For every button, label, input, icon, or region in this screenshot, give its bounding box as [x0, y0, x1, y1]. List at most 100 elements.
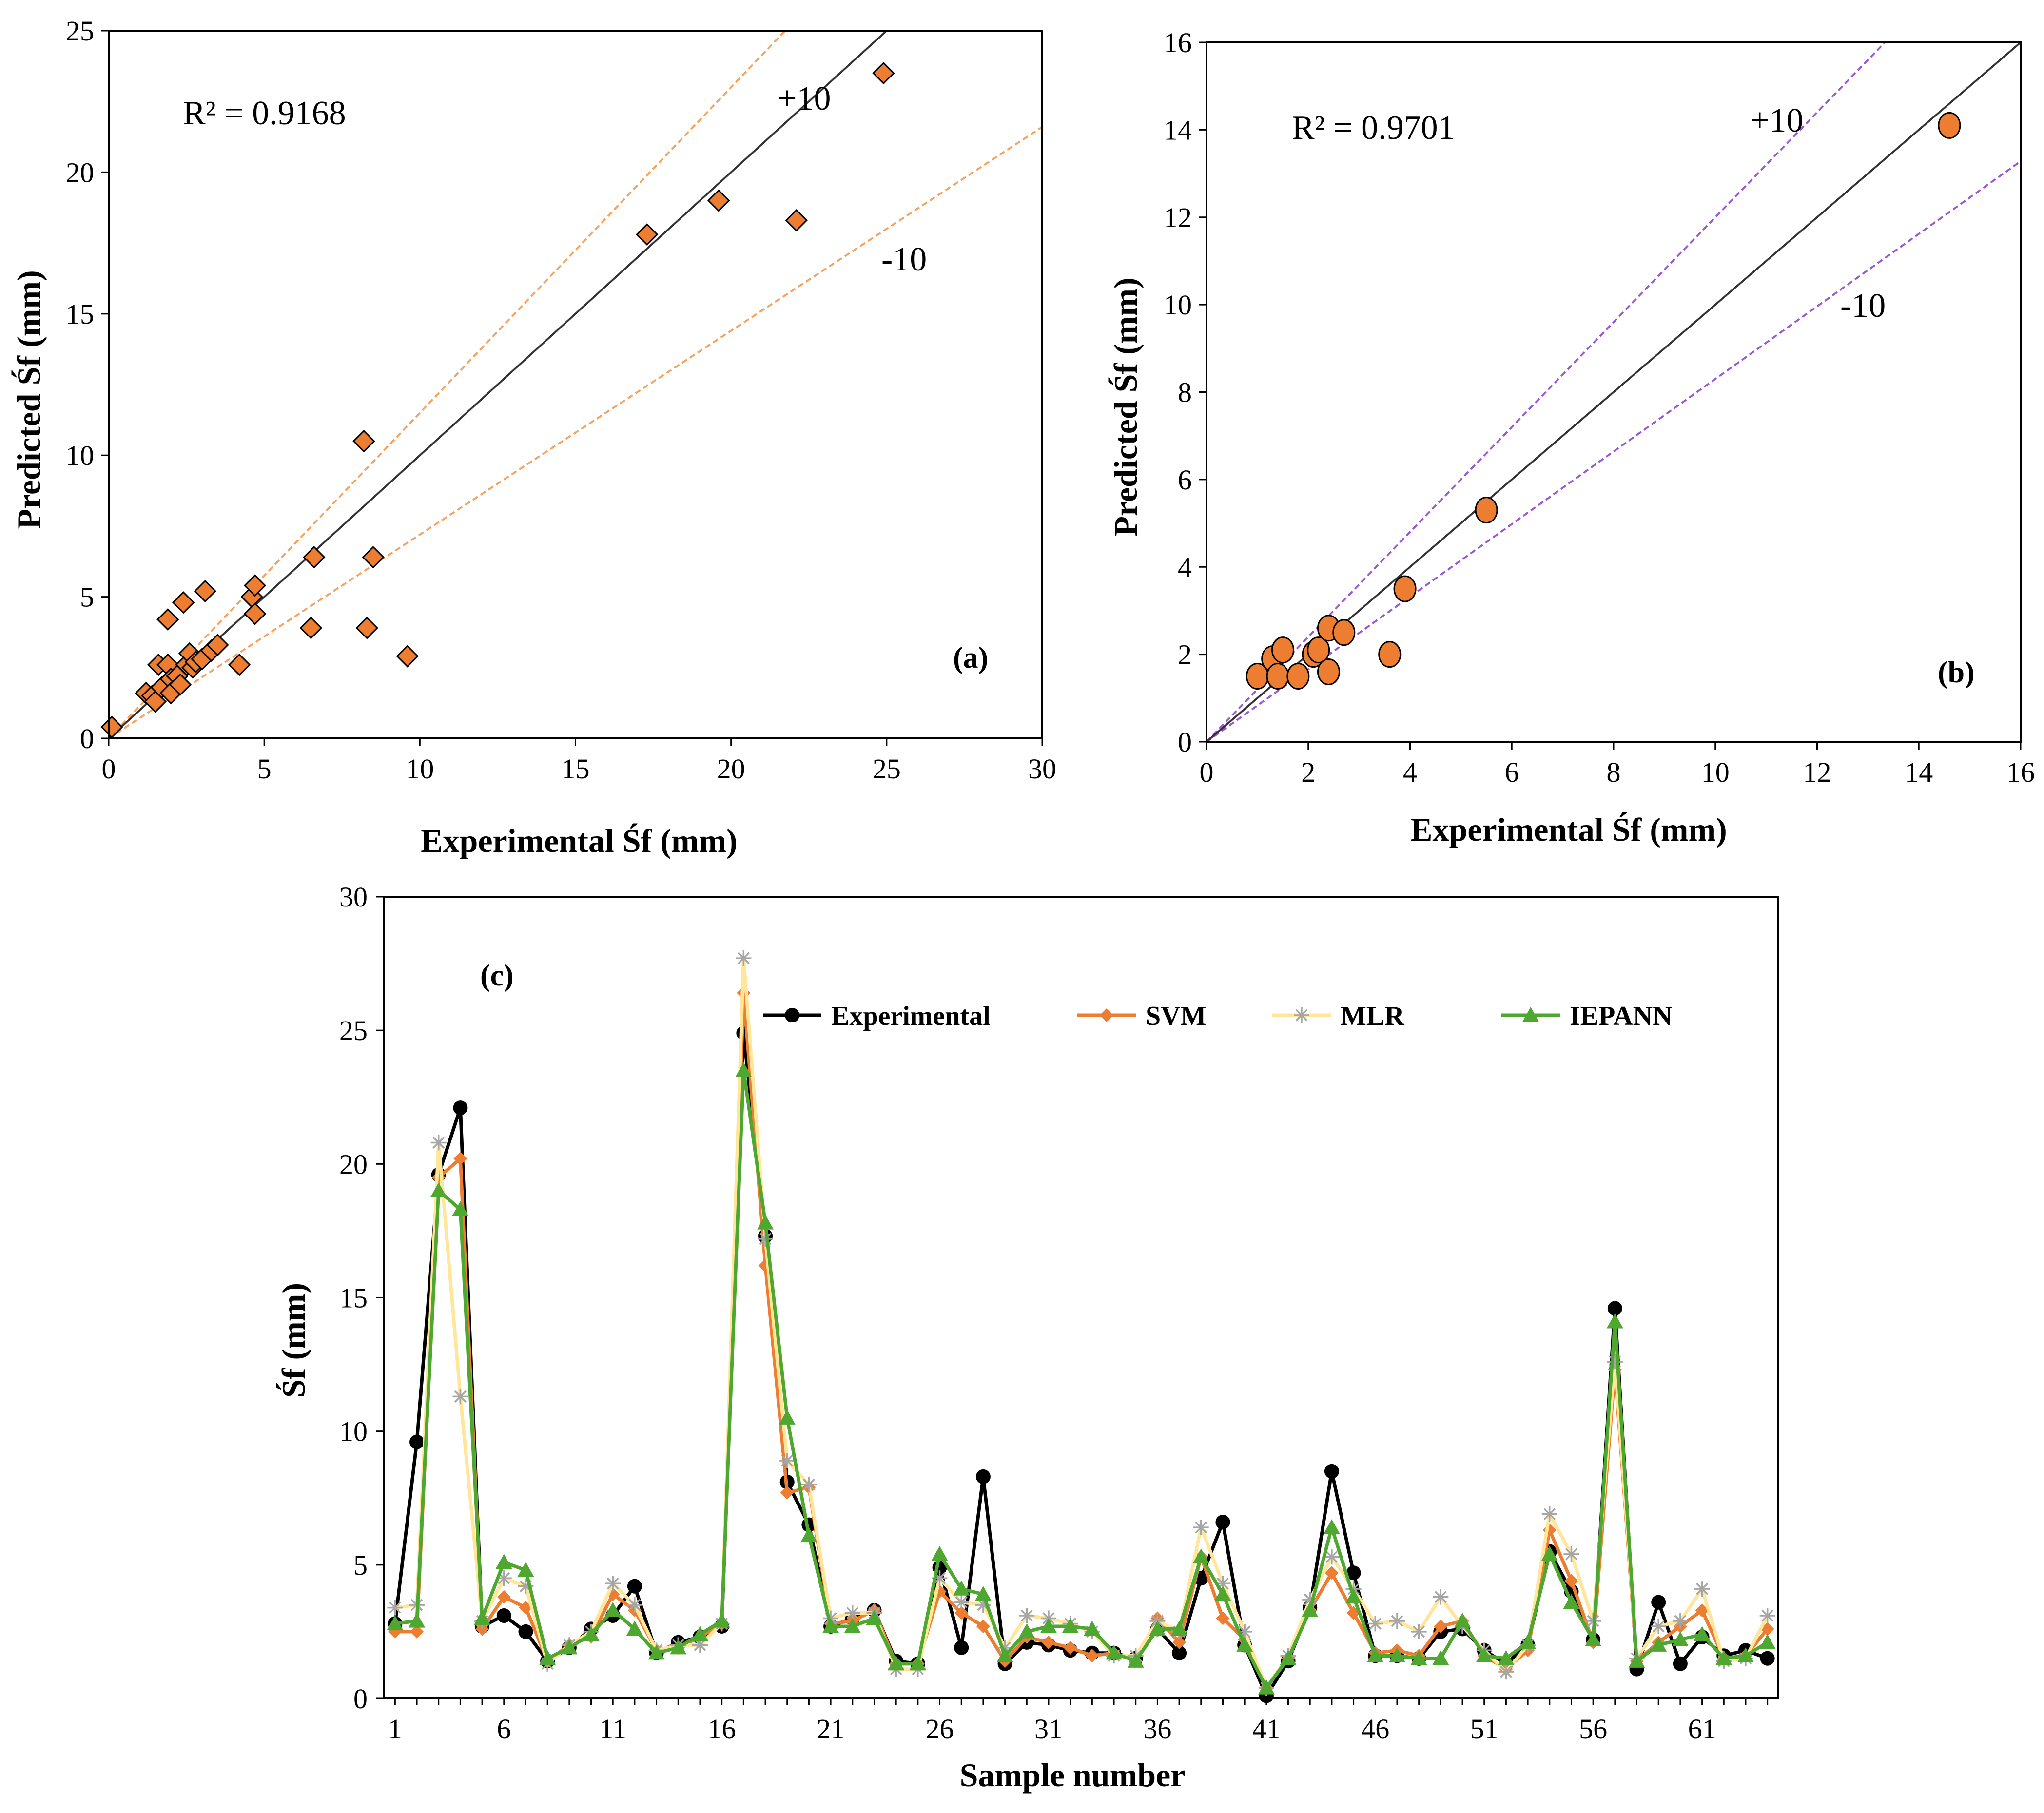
panel-b-point	[1378, 641, 1402, 668]
panel-a-point	[785, 209, 808, 232]
panel-c-iepann-point	[409, 1612, 426, 1628]
panel-c-experimental-point	[496, 1608, 511, 1623]
panel-c-mlr-point-stroke	[1499, 1665, 1512, 1678]
panel-a-point	[396, 645, 419, 668]
panel-c-mlr-point-stroke	[432, 1137, 445, 1149]
panel-b-points	[1246, 112, 1961, 690]
panel-c-iepann-point	[1737, 1647, 1754, 1662]
panel-a-point	[169, 673, 192, 696]
panel-b-ytick-label: 14	[1164, 114, 1192, 146]
panel-b-ticks: 0 2 4 6 8 10 12 14 16 0 2 4 6 8 10 12 14 16	[1164, 27, 2035, 788]
panel-b-point	[1317, 658, 1340, 685]
panel-c-iepann-point	[1171, 1620, 1188, 1636]
panel-c-mlr-point	[1389, 1613, 1405, 1629]
panel-c-mlr-point	[1694, 1581, 1710, 1597]
panel-c-iepann-point	[1106, 1644, 1123, 1660]
panel-a-r2: R² = 0.9168	[183, 95, 346, 132]
panel-c-experimental-point	[1607, 1301, 1622, 1316]
panel-c-svm-point	[780, 1485, 794, 1500]
panel-c-iepann-point	[517, 1562, 534, 1577]
panel-c-iepann-point	[1192, 1548, 1209, 1563]
panel-c-legend-experimental-label: Experimental	[831, 1001, 991, 1031]
panel-a-ytick-label: 10	[66, 440, 94, 471]
panel-c-iepann-point	[996, 1647, 1013, 1662]
panel-c-iepann-point	[1258, 1679, 1275, 1695]
panel-c-ylabel: Śf (mm)	[275, 1283, 312, 1398]
panel-a-point	[636, 223, 659, 246]
panel-b-label: (b)	[1938, 656, 1975, 689]
panel-c-xtick-label: 36	[1143, 1713, 1171, 1745]
panel-b-xtick-label: 10	[1701, 756, 1730, 788]
panel-c-svm-point	[954, 1606, 969, 1620]
panel-c-svm-point	[1063, 1640, 1077, 1655]
panel-c-svm-point	[497, 1590, 511, 1604]
panel-c-mlr-point-stroke	[1413, 1625, 1425, 1638]
panel-c-iepann-point	[691, 1626, 708, 1641]
panel-c-iepann-point	[1759, 1634, 1776, 1649]
panel-b-point	[1271, 636, 1295, 664]
panel-c-iepann-series	[387, 1062, 1776, 1695]
panel-c-svm-point	[1085, 1649, 1099, 1663]
panel-c-iepann-point	[1062, 1618, 1079, 1633]
panel-c-iepann-point	[1388, 1647, 1405, 1662]
panel-c-iepann-point	[1040, 1618, 1057, 1633]
panel-b-ytick-label: 10	[1164, 289, 1192, 321]
panel-b-xtick-label: 6	[1505, 756, 1519, 788]
panel-c-xtick-label: 1	[388, 1713, 402, 1745]
panel-c-iepann-point	[1585, 1631, 1602, 1646]
panel-c-mlr-point-stroke	[1020, 1609, 1033, 1622]
panel-b-xlabel: Experimental Śf (mm)	[1410, 811, 1727, 848]
panel-c-mlr-point-stroke	[955, 1596, 968, 1609]
panel-c-mlr-point	[605, 1576, 621, 1592]
panel-c-iepann-point	[452, 1201, 469, 1216]
panel-c-mlr-point-stroke	[454, 1390, 467, 1403]
panel-b-point	[1938, 112, 1961, 139]
panel-c-legend-iepann-label: IEPANN	[1570, 1001, 1673, 1031]
panel-c-legend-experimental-marker	[785, 1008, 799, 1022]
panel-c-mlr-point	[430, 1135, 447, 1151]
panel-c-iepann-point	[670, 1639, 687, 1655]
panel-c-mlr-point-stroke	[1391, 1615, 1403, 1627]
panel-c-mlr-point	[1433, 1589, 1449, 1605]
panel-c-ytick-label: 0	[353, 1683, 368, 1715]
panel-c-mlr-point-stroke	[1543, 1508, 1556, 1521]
panel-c-mlr-point-stroke	[389, 1601, 401, 1614]
panel-c-legend-iepann-marker	[1522, 1007, 1539, 1022]
panel-c-iepann-point	[844, 1618, 861, 1633]
panel-a-xtick-label: 15	[562, 753, 590, 785]
panel-a-minus10-label: -10	[881, 241, 927, 278]
panel-c-iepann-point	[1018, 1623, 1035, 1639]
panel-c-mlr-point	[1759, 1608, 1775, 1624]
panel-c-mlr-point	[1367, 1616, 1383, 1632]
panel-c-series	[387, 950, 1776, 1703]
panel-b-minus10-label: -10	[1840, 287, 1886, 325]
panel-a-xtick-label: 10	[406, 753, 434, 785]
panel-c-mlr-point-stroke	[737, 952, 750, 964]
panel-b-ytick-label: 6	[1178, 464, 1192, 496]
panel-c-xlabel: Sample number	[960, 1756, 1186, 1794]
panel-a-xtick-label: 30	[1028, 753, 1056, 785]
panel-c-mlr-point-stroke	[1652, 1620, 1665, 1633]
panel-c-mlr-point	[1324, 1549, 1340, 1565]
panel-b-point	[1307, 636, 1330, 664]
panel-c-iepann-point	[1519, 1634, 1537, 1649]
panel-c-mlr-point-stroke	[1674, 1615, 1687, 1627]
panel-c-iepann-point	[1149, 1620, 1166, 1636]
panel-a-point	[355, 617, 378, 639]
panel-c-mlr-point	[954, 1594, 970, 1610]
panel-c-mlr-point-stroke	[934, 1572, 946, 1584]
panel-b-xtick-label: 12	[1803, 756, 1831, 788]
panel-c-mlr-point-stroke	[606, 1577, 619, 1590]
panel-c-iepann-point	[1715, 1650, 1733, 1665]
panel-c-iepann-point	[1672, 1631, 1689, 1646]
panel-a-point	[243, 574, 267, 597]
panel-c-mlr-point-stroke	[781, 1454, 794, 1467]
panel-c-mlr-point	[1672, 1613, 1688, 1629]
panel-c-mlr-point-stroke	[802, 1478, 815, 1491]
panel-a-plus10-line	[108, 30, 786, 739]
panel-a-frame	[108, 30, 1043, 739]
panel-a-point	[299, 617, 323, 639]
panel-a-scatter: 0 5 10 15 20 25 30 0 5 10 15 20 25 R² = 0.9168 +10 -…	[10, 15, 1056, 859]
panel-c-experimental-point	[409, 1434, 425, 1449]
